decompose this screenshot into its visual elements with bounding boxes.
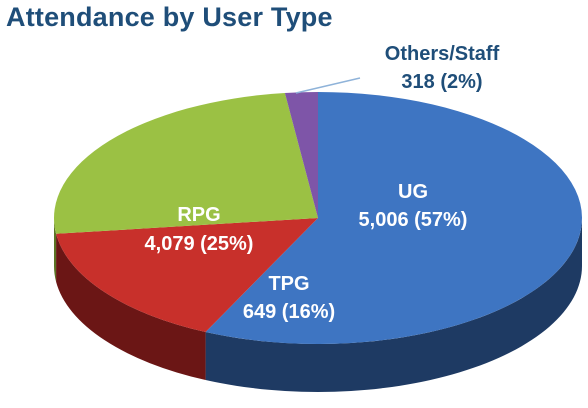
pie-side-rpg [54,218,57,282]
leader-line-others-staff [295,77,361,94]
pie-side-tpg [56,233,206,381]
pie-slice-tpg [56,218,318,333]
slice-label-rpg-name: RPG [177,204,220,226]
pie-tops [53,92,583,344]
slice-label-ug-name: UG [398,181,428,203]
chart-title: Attendance by User Type [6,2,333,32]
pie-side-ug [205,218,582,392]
slice-labels: UG 5,006 (57%) TPG 649 (16%) RPG 4,079 (… [145,43,500,323]
pie-slice-others-staff [284,92,318,218]
pie-sides [54,218,582,392]
slice-label-rpg-value: 4,079 (25%) [145,233,254,255]
slice-label-tpg-value: 649 (16%) [243,301,335,323]
slice-label-tpg-name: TPG [268,273,309,295]
pie-slice-ug [205,92,583,344]
slice-label-others-staff-name: Others/Staff [385,43,500,65]
pie-slice-rpg [53,92,318,234]
slice-label-ug-value: 5,006 (57%) [359,209,468,231]
slice-label-others-staff-value: 318 (2%) [401,71,482,93]
